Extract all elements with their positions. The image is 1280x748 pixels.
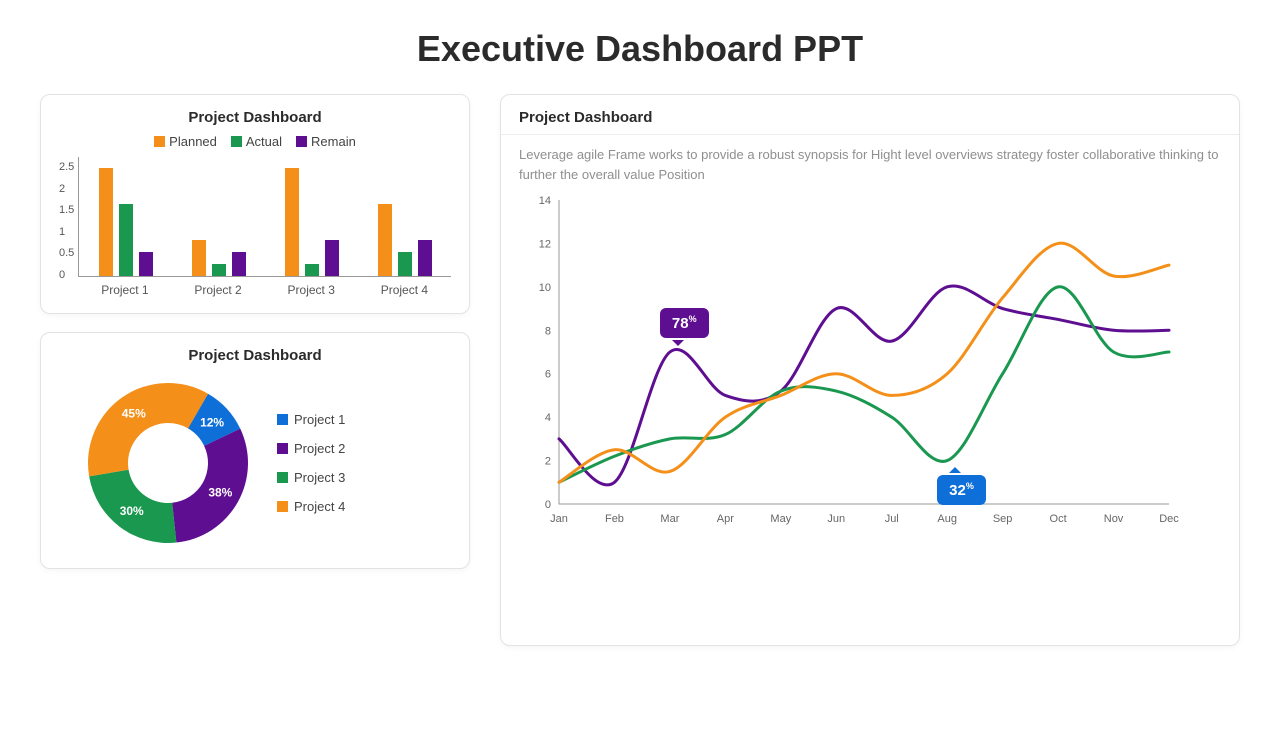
legend-swatch bbox=[277, 501, 288, 512]
x-tick-label: Dec bbox=[1159, 513, 1179, 525]
x-tick-label: Apr bbox=[717, 513, 734, 525]
bar-chart-card: Project Dashboard PlannedActualRemain 00… bbox=[40, 94, 470, 314]
line-chart-card: Project Dashboard Leverage agile Frame w… bbox=[500, 94, 1240, 646]
legend-swatch bbox=[277, 443, 288, 454]
legend-swatch bbox=[231, 136, 242, 147]
bar-group bbox=[265, 168, 358, 276]
y-tick-label: 0.5 bbox=[59, 247, 74, 259]
bar bbox=[285, 168, 299, 276]
bar bbox=[398, 252, 412, 276]
bar-chart-x-labels: Project 1Project 2Project 3Project 4 bbox=[78, 283, 451, 297]
line-chart-title: Project Dashboard bbox=[519, 109, 1221, 126]
x-tick-label: Oct bbox=[1050, 513, 1067, 525]
bar-chart-legend: Planned Actual Remain bbox=[59, 134, 451, 149]
legend-swatch bbox=[296, 136, 307, 147]
x-tick-label: Jun bbox=[827, 513, 845, 525]
legend-item: Remain bbox=[296, 134, 356, 149]
bar bbox=[212, 264, 226, 276]
line-series-orange bbox=[559, 243, 1169, 482]
y-tick-label: 1.5 bbox=[59, 204, 74, 216]
y-tick-label: 2.5 bbox=[59, 161, 74, 173]
x-tick-label: May bbox=[770, 513, 791, 525]
legend-label: Project 2 bbox=[294, 441, 345, 456]
donut-slice-label: 12% bbox=[200, 415, 224, 429]
dashboard-grid: Project Dashboard PlannedActualRemain 00… bbox=[0, 94, 1280, 646]
bar bbox=[139, 252, 153, 276]
axes bbox=[559, 200, 1169, 504]
bar-chart-plot-area: Project 1Project 2Project 3Project 4 bbox=[78, 157, 451, 297]
x-tick-label: Jul bbox=[885, 513, 899, 525]
donut-chart-title: Project Dashboard bbox=[59, 347, 451, 364]
y-tick-label: 2 bbox=[545, 456, 551, 468]
y-tick-label: 6 bbox=[545, 369, 551, 381]
bar bbox=[325, 240, 339, 276]
donut-chart-card: Project Dashboard 12% 38% 30% 45% Project 1… bbox=[40, 332, 470, 569]
y-tick-label: 0 bbox=[59, 269, 74, 281]
legend-item: Actual bbox=[231, 134, 282, 149]
bar-group bbox=[358, 204, 451, 276]
left-column: Project Dashboard PlannedActualRemain 00… bbox=[40, 94, 470, 646]
legend-label: Remain bbox=[311, 134, 356, 149]
x-tick-label: Sep bbox=[993, 513, 1013, 525]
legend-swatch bbox=[154, 136, 165, 147]
y-tick-label: 12 bbox=[539, 238, 551, 250]
bar bbox=[305, 264, 319, 276]
legend-item: Project 2 bbox=[277, 441, 345, 456]
bar bbox=[192, 240, 206, 276]
donut-slice-label: 45% bbox=[122, 407, 146, 421]
donut-chart: 12% 38% 30% 45% bbox=[83, 378, 253, 548]
donut-chart-legend: Project 1 Project 2 Project 3 Project 4 bbox=[277, 412, 345, 514]
legend-item: Planned bbox=[154, 134, 217, 149]
legend-label: Actual bbox=[246, 134, 282, 149]
x-tick-label: Jan bbox=[550, 513, 568, 525]
callout-blue: 32% bbox=[937, 475, 986, 505]
legend-item: Project 3 bbox=[277, 470, 345, 485]
x-tick-label: Project 1 bbox=[78, 283, 171, 297]
line-chart-wrap: 0 2 4 6 8 10 12 14 Jan Feb Mar Apr May Jun Jul Aug Sep Oc… bbox=[519, 190, 1221, 535]
legend-swatch bbox=[277, 472, 288, 483]
bar-chart: 0 0.5 1 1.5 2 2.5 Project 1Project 2Project 3… bbox=[59, 157, 451, 297]
right-column: Project Dashboard Leverage agile Frame w… bbox=[500, 94, 1240, 646]
line-chart-description: Leverage agile Frame works to provide a … bbox=[519, 145, 1221, 184]
legend-item: Project 1 bbox=[277, 412, 345, 427]
bar bbox=[232, 252, 246, 276]
y-tick-label: 8 bbox=[545, 325, 551, 337]
legend-label: Project 4 bbox=[294, 499, 345, 514]
donut-slice-label: 30% bbox=[120, 504, 144, 518]
y-tick-label: 10 bbox=[539, 282, 551, 294]
y-tick-label: 14 bbox=[539, 195, 551, 207]
bar bbox=[378, 204, 392, 276]
legend-label: Project 3 bbox=[294, 470, 345, 485]
bar-chart-plot bbox=[78, 157, 451, 277]
bar bbox=[119, 204, 133, 276]
legend-swatch bbox=[277, 414, 288, 425]
x-tick-label: Project 3 bbox=[265, 283, 358, 297]
donut-chart-wrap: 12% 38% 30% 45% Project 1 Project 2 Project 3… bbox=[59, 372, 451, 552]
bar-chart-title: Project Dashboard bbox=[59, 109, 451, 126]
legend-item: Project 4 bbox=[277, 499, 345, 514]
y-tick-label: 1 bbox=[59, 226, 74, 238]
x-tick-label: Nov bbox=[1104, 513, 1124, 525]
bar-group bbox=[172, 240, 265, 276]
page-title: Executive Dashboard PPT bbox=[0, 28, 1280, 70]
divider bbox=[501, 134, 1239, 135]
x-tick-label: Mar bbox=[660, 513, 679, 525]
line-chart: 0 2 4 6 8 10 12 14 Jan Feb Mar Apr May Jun Jul Aug Sep Oc… bbox=[519, 190, 1179, 530]
x-tick-label: Project 4 bbox=[358, 283, 451, 297]
x-tick-label: Project 2 bbox=[171, 283, 264, 297]
bar-group bbox=[79, 168, 172, 276]
bar bbox=[418, 240, 432, 276]
x-tick-label: Aug bbox=[937, 513, 957, 525]
bar-chart-y-axis: 0 0.5 1 1.5 2 2.5 bbox=[59, 161, 78, 281]
donut-slice bbox=[88, 383, 208, 476]
y-tick-label: 4 bbox=[545, 412, 551, 424]
legend-label: Project 1 bbox=[294, 412, 345, 427]
bar bbox=[99, 168, 113, 276]
donut-slice-label: 38% bbox=[208, 485, 232, 499]
y-tick-label: 2 bbox=[59, 183, 74, 195]
y-tick-label: 0 bbox=[545, 499, 551, 511]
legend-label: Planned bbox=[169, 134, 217, 149]
x-tick-label: Feb bbox=[605, 513, 624, 525]
callout-purple: 78% bbox=[660, 308, 709, 338]
